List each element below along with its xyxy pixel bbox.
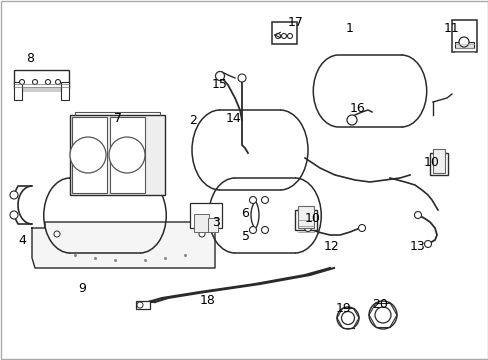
Bar (294, 210, 316, 230)
Bar (61, 82, 69, 100)
Circle shape (275, 33, 280, 39)
Text: 12: 12 (324, 240, 339, 253)
Circle shape (249, 197, 256, 203)
Text: 15: 15 (212, 77, 227, 90)
Circle shape (261, 226, 268, 234)
Text: 10: 10 (305, 212, 320, 225)
Circle shape (45, 80, 50, 85)
Circle shape (358, 225, 365, 231)
Bar (194, 214, 208, 232)
Text: 2: 2 (189, 113, 197, 126)
Text: 19: 19 (335, 302, 351, 315)
Polygon shape (220, 110, 280, 190)
Text: 7: 7 (114, 112, 122, 125)
Circle shape (368, 301, 396, 329)
Bar (72, 117, 107, 193)
Text: 20: 20 (371, 298, 387, 311)
Polygon shape (338, 55, 401, 127)
Circle shape (54, 231, 60, 237)
Polygon shape (32, 222, 215, 268)
Text: 6: 6 (241, 207, 248, 220)
Bar (297, 206, 313, 228)
Circle shape (458, 37, 468, 47)
Bar (14, 70, 69, 88)
Circle shape (20, 80, 24, 85)
Text: 16: 16 (349, 102, 365, 114)
Bar (432, 149, 444, 173)
Bar (271, 22, 296, 44)
Bar (207, 218, 218, 232)
Bar (429, 153, 447, 175)
Circle shape (341, 311, 354, 324)
Text: 10: 10 (423, 156, 439, 168)
Polygon shape (70, 178, 140, 253)
Text: 9: 9 (78, 282, 86, 294)
Bar (14, 82, 22, 100)
Bar (454, 42, 473, 48)
Bar (136, 301, 150, 309)
Bar (70, 115, 164, 195)
Text: 11: 11 (443, 22, 459, 35)
Circle shape (304, 225, 311, 231)
Polygon shape (235, 178, 294, 253)
Circle shape (109, 137, 145, 173)
Polygon shape (70, 178, 140, 253)
Polygon shape (338, 55, 401, 127)
Circle shape (346, 115, 356, 125)
Circle shape (287, 33, 292, 39)
Circle shape (424, 240, 430, 248)
Circle shape (10, 191, 18, 199)
Text: 17: 17 (287, 15, 304, 28)
Text: 18: 18 (200, 293, 216, 306)
Circle shape (32, 80, 38, 85)
Circle shape (215, 72, 224, 81)
Bar (190, 203, 222, 228)
Polygon shape (235, 178, 294, 253)
Text: 3: 3 (212, 216, 220, 229)
Circle shape (414, 212, 421, 219)
Circle shape (199, 231, 204, 237)
Text: 8: 8 (26, 51, 34, 64)
Bar (14, 88, 69, 92)
Circle shape (261, 197, 268, 203)
Polygon shape (220, 110, 280, 190)
Bar (110, 117, 145, 193)
Text: 14: 14 (225, 112, 242, 125)
Circle shape (10, 211, 18, 219)
Text: 4: 4 (18, 234, 26, 247)
Circle shape (137, 302, 142, 308)
Circle shape (336, 307, 358, 329)
Circle shape (281, 33, 286, 39)
Bar (451, 20, 476, 52)
Circle shape (55, 80, 61, 85)
Circle shape (249, 226, 256, 234)
Text: 5: 5 (242, 230, 249, 243)
Text: 13: 13 (409, 240, 425, 253)
Circle shape (238, 74, 245, 82)
Circle shape (70, 137, 106, 173)
Text: 1: 1 (346, 22, 353, 35)
Circle shape (374, 307, 390, 323)
